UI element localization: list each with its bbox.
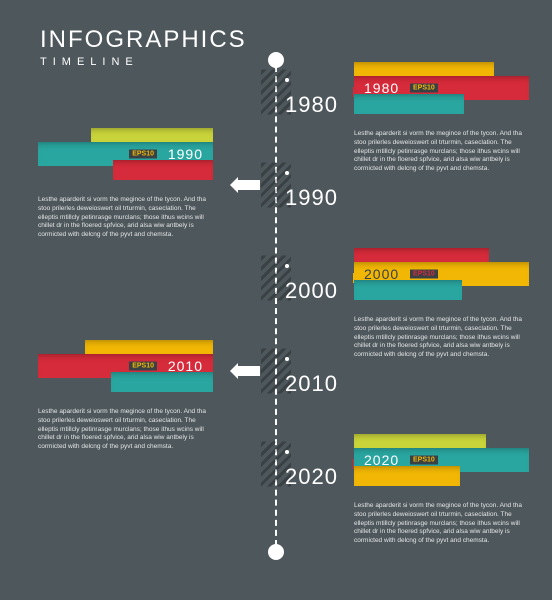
- eps-badge: EPS10: [410, 84, 438, 93]
- year-label: 2000: [285, 278, 338, 303]
- eps-badge: EPS10: [410, 270, 438, 279]
- card-blurb: Lesthe aparderit si vorm the megince of …: [354, 502, 529, 546]
- eps-badge: EPS10: [129, 150, 157, 159]
- card-bar: [113, 160, 213, 180]
- eps-badge: EPS10: [129, 362, 157, 371]
- card-blurb: Lesthe aparderit si vorm the megince of …: [38, 196, 213, 240]
- tick-bullet: [285, 78, 289, 82]
- year-tick: 2020: [285, 438, 338, 490]
- timeline-card: 2010EPS10 Lesthe aparderit si vorm the me…: [38, 340, 213, 452]
- card-bar: [354, 280, 462, 300]
- card-bars: 2000EPS10: [354, 248, 529, 306]
- year-tick: 2010: [285, 345, 338, 397]
- card-bars: 2020EPS10: [354, 434, 529, 492]
- timeline-spine: 19801990200020102020: [275, 52, 277, 560]
- infographic-canvas: INFOGRAPHICS TIMELINE 198019902000201020…: [0, 0, 552, 600]
- year-tick: 2000: [285, 252, 338, 304]
- tick-bullet: [285, 357, 289, 361]
- tick-bullet: [285, 264, 289, 268]
- year-label: 1990: [285, 185, 338, 210]
- tick-bullet: [285, 450, 289, 454]
- header: INFOGRAPHICS TIMELINE: [40, 26, 247, 68]
- card-blurb: Lesthe aparderit si vorm the megince of …: [38, 408, 213, 452]
- spine-dot: [268, 544, 284, 560]
- year-label: 2010: [285, 371, 338, 396]
- card-bars: 1990EPS10: [38, 128, 213, 186]
- timeline-card: 1980EPS10 Lesthe aparderit si vorm the me…: [354, 62, 529, 174]
- header-title: INFOGRAPHICS: [40, 26, 247, 54]
- arrow-left-icon: [238, 366, 260, 376]
- year-tick: 1980: [285, 66, 338, 118]
- timeline-card: 1990EPS10 Lesthe aparderit si vorm the me…: [38, 128, 213, 240]
- timeline-card: 2020EPS10 Lesthe aparderit si vorm the me…: [354, 434, 529, 546]
- card-blurb: Lesthe aparderit si vorm the megince of …: [354, 316, 529, 360]
- arrow-left-icon: [238, 180, 260, 190]
- year-label: 1980: [285, 92, 338, 117]
- year-label: 2020: [285, 464, 338, 489]
- card-blurb: Lesthe aparderit si vorm the megince of …: [354, 130, 529, 174]
- card-bar: [354, 94, 464, 114]
- year-tick: 1990: [285, 159, 338, 211]
- header-subtitle: TIMELINE: [40, 56, 247, 68]
- card-bars: 1980EPS10: [354, 62, 529, 120]
- card-bar: [111, 372, 213, 392]
- timeline-card: 2000EPS10 Lesthe aparderit si vorm the me…: [354, 248, 529, 360]
- card-bars: 2010EPS10: [38, 340, 213, 398]
- tick-bullet: [285, 171, 289, 175]
- eps-badge: EPS10: [410, 456, 438, 465]
- card-bar: [354, 466, 460, 486]
- spine-dot: [268, 52, 284, 68]
